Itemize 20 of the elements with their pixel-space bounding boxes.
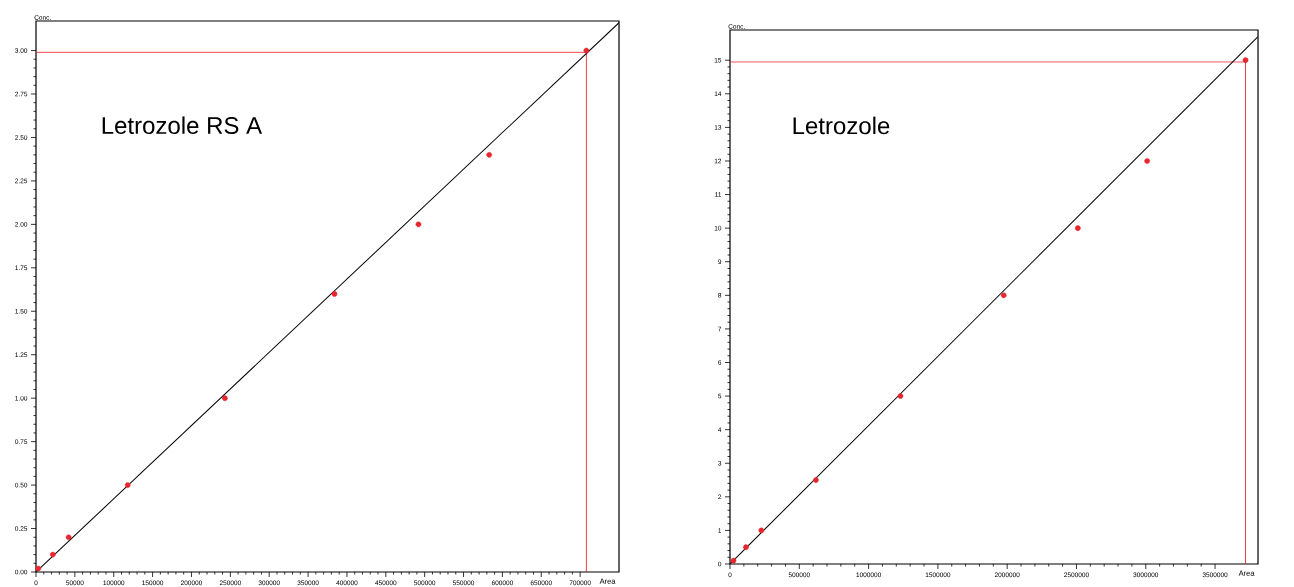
point — [35, 565, 42, 572]
point — [813, 477, 819, 483]
text: Letrozole RS A — [102, 116, 263, 135]
point — [730, 557, 737, 564]
point — [1144, 158, 1150, 164]
point — [49, 551, 56, 558]
point — [758, 527, 765, 534]
point — [65, 534, 72, 541]
point — [583, 47, 590, 54]
point — [222, 395, 228, 401]
text: Letrozole — [793, 116, 890, 135]
point — [124, 482, 131, 488]
point — [743, 544, 749, 551]
point — [486, 152, 492, 158]
point — [331, 291, 338, 297]
point — [1242, 57, 1249, 64]
point — [1000, 292, 1007, 299]
point — [415, 221, 422, 228]
point — [1075, 225, 1081, 231]
point — [897, 393, 904, 399]
